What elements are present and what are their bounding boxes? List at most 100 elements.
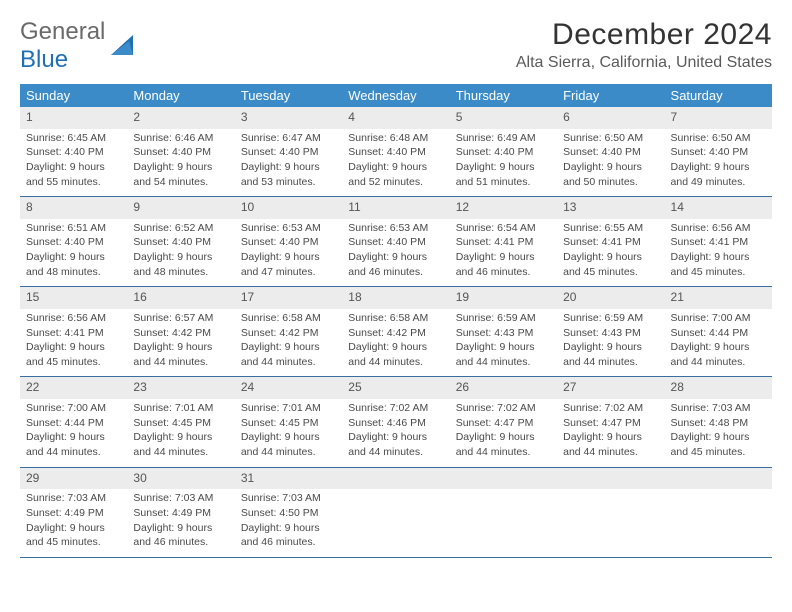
day-body: Sunrise: 6:53 AMSunset: 4:40 PMDaylight:…: [235, 219, 342, 287]
calendar-day-cell: 10Sunrise: 6:53 AMSunset: 4:40 PMDayligh…: [235, 197, 342, 287]
calendar-weekday-header: SundayMondayTuesdayWednesdayThursdayFrid…: [20, 84, 772, 107]
daylight-text-1: Daylight: 9 hours: [671, 341, 766, 355]
day-number: [557, 468, 664, 490]
daylight-text-2: and 53 minutes.: [241, 176, 336, 190]
sunrise-text: Sunrise: 6:56 AM: [26, 312, 121, 326]
daylight-text-1: Daylight: 9 hours: [241, 251, 336, 265]
calendar-day-cell: 9Sunrise: 6:52 AMSunset: 4:40 PMDaylight…: [127, 197, 234, 287]
daylight-text-2: and 45 minutes.: [26, 356, 121, 370]
page-header: General Blue December 2024 Alta Sierra, …: [20, 18, 772, 74]
day-body: Sunrise: 7:03 AMSunset: 4:48 PMDaylight:…: [665, 399, 772, 467]
daylight-text-2: and 47 minutes.: [241, 266, 336, 280]
daylight-text-1: Daylight: 9 hours: [133, 522, 228, 536]
daylight-text-1: Daylight: 9 hours: [348, 161, 443, 175]
daylight-text-1: Daylight: 9 hours: [26, 161, 121, 175]
day-body: Sunrise: 6:59 AMSunset: 4:43 PMDaylight:…: [557, 309, 664, 377]
day-body: Sunrise: 7:00 AMSunset: 4:44 PMDaylight:…: [665, 309, 772, 377]
weekday-header: Monday: [127, 84, 234, 107]
daylight-text-1: Daylight: 9 hours: [456, 431, 551, 445]
sunset-text: Sunset: 4:40 PM: [671, 146, 766, 160]
calendar-day-cell: 7Sunrise: 6:50 AMSunset: 4:40 PMDaylight…: [665, 107, 772, 197]
day-number: 3: [235, 107, 342, 129]
day-number: 26: [450, 377, 557, 399]
calendar-day-cell: 28Sunrise: 7:03 AMSunset: 4:48 PMDayligh…: [665, 377, 772, 467]
sunset-text: Sunset: 4:43 PM: [456, 327, 551, 341]
sunset-text: Sunset: 4:45 PM: [241, 417, 336, 431]
calendar-day-cell: 22Sunrise: 7:00 AMSunset: 4:44 PMDayligh…: [20, 377, 127, 467]
sunrise-text: Sunrise: 7:02 AM: [456, 402, 551, 416]
calendar-day-cell: 26Sunrise: 7:02 AMSunset: 4:47 PMDayligh…: [450, 377, 557, 467]
daylight-text-1: Daylight: 9 hours: [26, 431, 121, 445]
sunset-text: Sunset: 4:40 PM: [26, 236, 121, 250]
daylight-text-2: and 50 minutes.: [563, 176, 658, 190]
sunrise-text: Sunrise: 7:01 AM: [133, 402, 228, 416]
daylight-text-1: Daylight: 9 hours: [241, 341, 336, 355]
day-body: Sunrise: 7:00 AMSunset: 4:44 PMDaylight:…: [20, 399, 127, 467]
sunrise-text: Sunrise: 7:00 AM: [26, 402, 121, 416]
sunrise-text: Sunrise: 6:45 AM: [26, 132, 121, 146]
day-body: Sunrise: 7:02 AMSunset: 4:47 PMDaylight:…: [450, 399, 557, 467]
day-body: Sunrise: 6:47 AMSunset: 4:40 PMDaylight:…: [235, 129, 342, 197]
calendar-day-cell: 20Sunrise: 6:59 AMSunset: 4:43 PMDayligh…: [557, 287, 664, 377]
sunset-text: Sunset: 4:40 PM: [348, 146, 443, 160]
sunrise-text: Sunrise: 6:48 AM: [348, 132, 443, 146]
day-body: Sunrise: 6:48 AMSunset: 4:40 PMDaylight:…: [342, 129, 449, 197]
daylight-text-2: and 44 minutes.: [133, 446, 228, 460]
day-number: [665, 468, 772, 490]
sunset-text: Sunset: 4:40 PM: [241, 146, 336, 160]
daylight-text-2: and 46 minutes.: [133, 536, 228, 550]
day-number: [450, 468, 557, 490]
day-body: Sunrise: 6:46 AMSunset: 4:40 PMDaylight:…: [127, 129, 234, 197]
daylight-text-2: and 44 minutes.: [26, 446, 121, 460]
sunset-text: Sunset: 4:48 PM: [671, 417, 766, 431]
sunrise-text: Sunrise: 6:50 AM: [563, 132, 658, 146]
day-body: Sunrise: 6:56 AMSunset: 4:41 PMDaylight:…: [665, 219, 772, 287]
calendar-body: 1Sunrise: 6:45 AMSunset: 4:40 PMDaylight…: [20, 107, 772, 557]
sunset-text: Sunset: 4:50 PM: [241, 507, 336, 521]
daylight-text-2: and 44 minutes.: [348, 356, 443, 370]
day-body: Sunrise: 7:03 AMSunset: 4:50 PMDaylight:…: [235, 489, 342, 557]
day-body: Sunrise: 6:59 AMSunset: 4:43 PMDaylight:…: [450, 309, 557, 377]
calendar-day-cell: 12Sunrise: 6:54 AMSunset: 4:41 PMDayligh…: [450, 197, 557, 287]
day-number: 8: [20, 197, 127, 219]
daylight-text-1: Daylight: 9 hours: [26, 251, 121, 265]
day-number: 2: [127, 107, 234, 129]
daylight-text-2: and 49 minutes.: [671, 176, 766, 190]
day-number: 9: [127, 197, 234, 219]
daylight-text-1: Daylight: 9 hours: [563, 161, 658, 175]
day-body: Sunrise: 7:03 AMSunset: 4:49 PMDaylight:…: [127, 489, 234, 557]
daylight-text-1: Daylight: 9 hours: [348, 251, 443, 265]
day-number: 18: [342, 287, 449, 309]
day-number: 24: [235, 377, 342, 399]
day-body: Sunrise: 6:54 AMSunset: 4:41 PMDaylight:…: [450, 219, 557, 287]
day-body: Sunrise: 7:02 AMSunset: 4:46 PMDaylight:…: [342, 399, 449, 467]
day-body: Sunrise: 6:55 AMSunset: 4:41 PMDaylight:…: [557, 219, 664, 287]
daylight-text-2: and 44 minutes.: [241, 446, 336, 460]
daylight-text-1: Daylight: 9 hours: [671, 251, 766, 265]
sunset-text: Sunset: 4:46 PM: [348, 417, 443, 431]
daylight-text-1: Daylight: 9 hours: [26, 341, 121, 355]
sunset-text: Sunset: 4:43 PM: [563, 327, 658, 341]
logo-text-2: Blue: [20, 46, 68, 73]
daylight-text-1: Daylight: 9 hours: [26, 522, 121, 536]
daylight-text-2: and 44 minutes.: [563, 446, 658, 460]
day-number: 15: [20, 287, 127, 309]
day-number: 19: [450, 287, 557, 309]
calendar-day-cell: 14Sunrise: 6:56 AMSunset: 4:41 PMDayligh…: [665, 197, 772, 287]
sunrise-text: Sunrise: 7:03 AM: [241, 492, 336, 506]
sunrise-text: Sunrise: 6:46 AM: [133, 132, 228, 146]
calendar-day-cell: 31Sunrise: 7:03 AMSunset: 4:50 PMDayligh…: [235, 467, 342, 557]
day-number: 16: [127, 287, 234, 309]
sunrise-text: Sunrise: 6:53 AM: [241, 222, 336, 236]
sunrise-text: Sunrise: 6:59 AM: [563, 312, 658, 326]
sunrise-text: Sunrise: 6:56 AM: [671, 222, 766, 236]
day-number: [342, 468, 449, 490]
daylight-text-2: and 55 minutes.: [26, 176, 121, 190]
daylight-text-2: and 46 minutes.: [241, 536, 336, 550]
weekday-header: Sunday: [20, 84, 127, 107]
calendar-empty-cell: [665, 467, 772, 557]
daylight-text-2: and 44 minutes.: [241, 356, 336, 370]
sunrise-text: Sunrise: 6:52 AM: [133, 222, 228, 236]
weekday-header: Saturday: [665, 84, 772, 107]
calendar-day-cell: 18Sunrise: 6:58 AMSunset: 4:42 PMDayligh…: [342, 287, 449, 377]
